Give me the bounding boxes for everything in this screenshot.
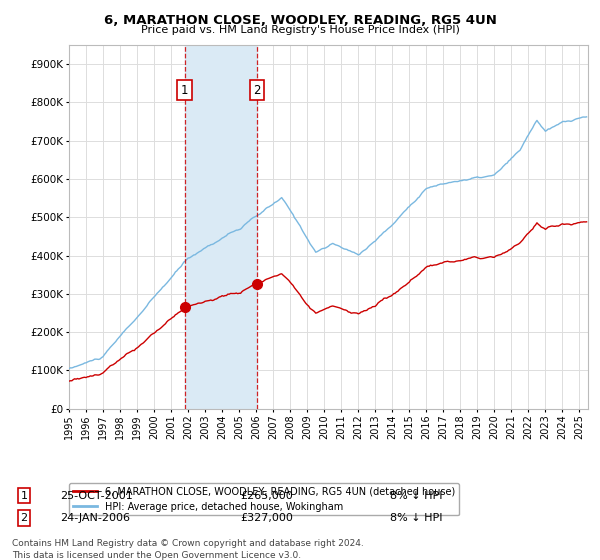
Bar (185, 45, 257, 409)
Text: £327,000: £327,000 (240, 513, 293, 523)
Text: 8% ↓ HPI: 8% ↓ HPI (390, 513, 443, 523)
Text: Contains HM Land Registry data © Crown copyright and database right 2024.: Contains HM Land Registry data © Crown c… (12, 539, 364, 548)
Text: This data is licensed under the Open Government Licence v3.0.: This data is licensed under the Open Gov… (12, 551, 301, 560)
Text: 8% ↓ HPI: 8% ↓ HPI (390, 491, 443, 501)
Legend: 6, MARATHON CLOSE, WOODLEY, READING, RG5 4UN (detached house), HPI: Average pric: 6, MARATHON CLOSE, WOODLEY, READING, RG5… (68, 483, 459, 515)
Text: 1: 1 (181, 84, 188, 97)
Text: 25-OCT-2001: 25-OCT-2001 (60, 491, 133, 501)
Text: 2: 2 (253, 84, 260, 97)
Text: £265,000: £265,000 (240, 491, 293, 501)
Text: 6, MARATHON CLOSE, WOODLEY, READING, RG5 4UN: 6, MARATHON CLOSE, WOODLEY, READING, RG5… (104, 14, 496, 27)
Text: 2: 2 (20, 513, 28, 523)
Text: Price paid vs. HM Land Registry's House Price Index (HPI): Price paid vs. HM Land Registry's House … (140, 25, 460, 35)
Text: 1: 1 (20, 491, 28, 501)
Text: 24-JAN-2006: 24-JAN-2006 (60, 513, 130, 523)
